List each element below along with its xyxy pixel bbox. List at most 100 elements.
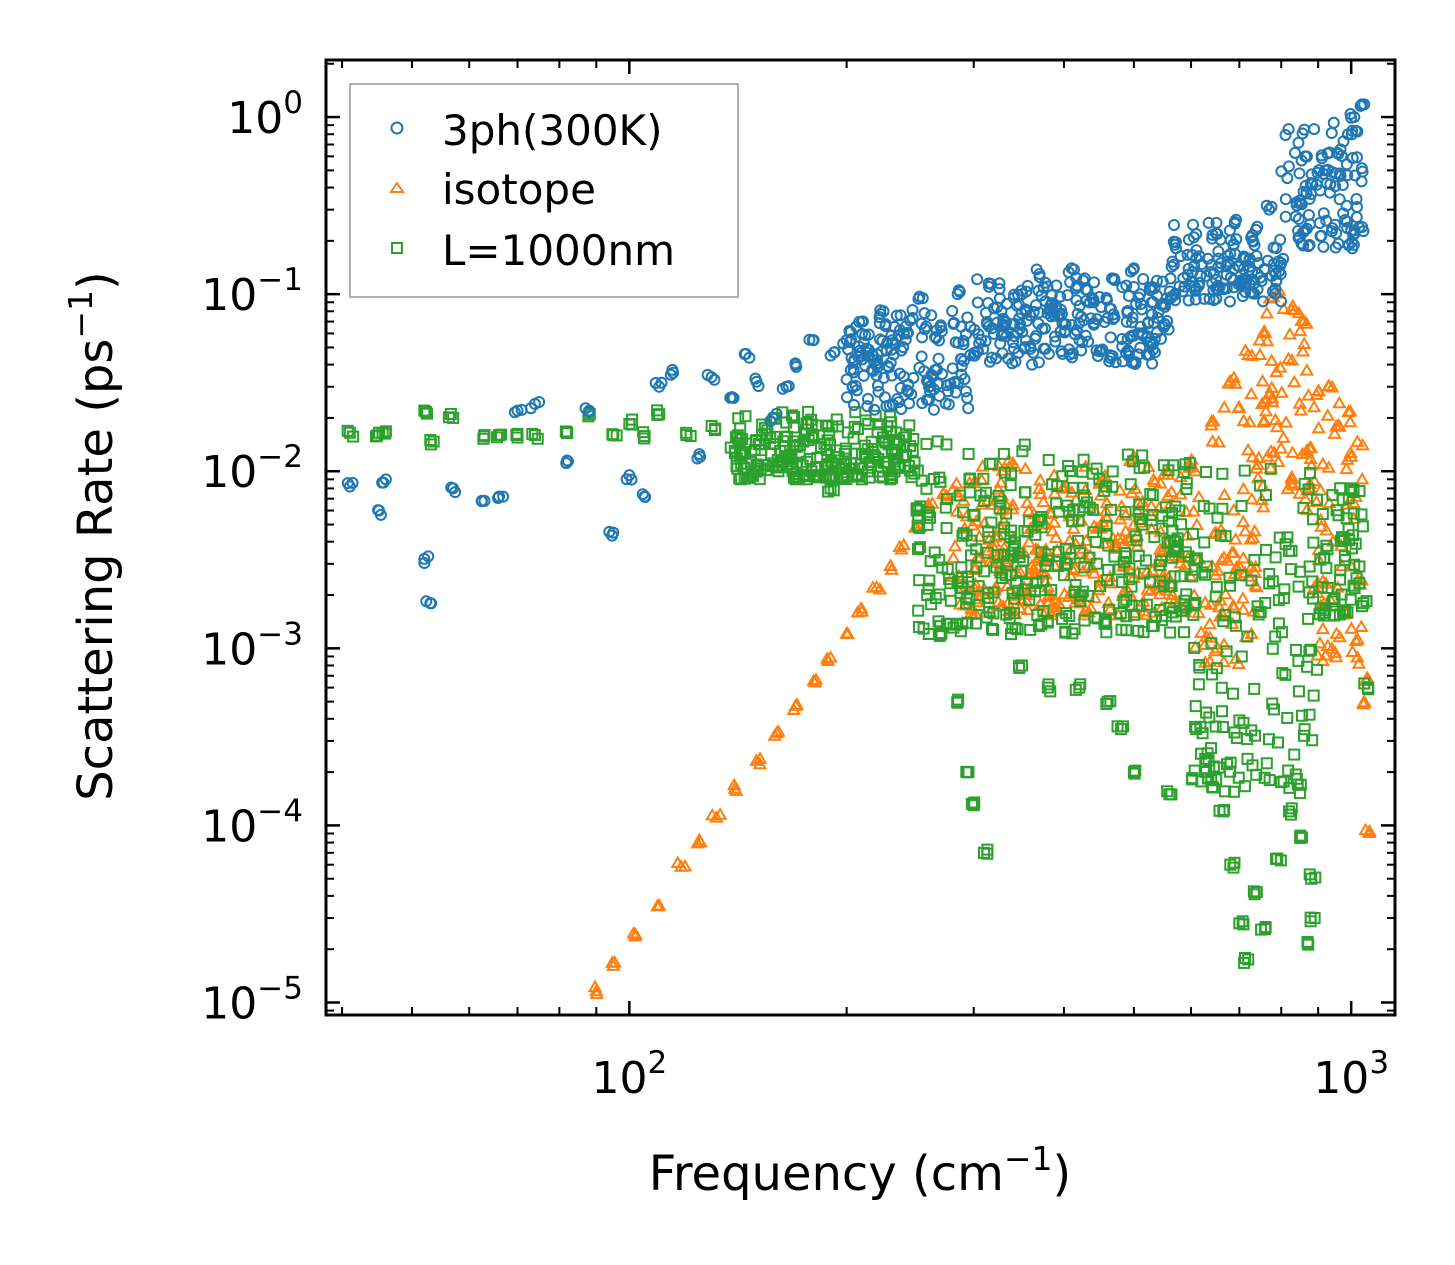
data-point: [962, 447, 975, 460]
data-point: [841, 391, 854, 404]
data-point: [906, 312, 919, 325]
data-point: [1357, 225, 1370, 238]
data-point: [997, 312, 1010, 325]
data-point: [1217, 400, 1232, 413]
data-point: [848, 353, 861, 366]
data-point: [1130, 298, 1143, 311]
data-point: [1276, 626, 1289, 639]
data-point: [1282, 805, 1295, 818]
data-point: [1325, 127, 1338, 140]
data-point: [1251, 220, 1264, 233]
y-tick-label: 10−2: [201, 439, 303, 498]
data-point: [1295, 154, 1308, 167]
data-point: [1226, 370, 1242, 383]
data-point: [709, 810, 724, 823]
data-point: [1304, 911, 1317, 924]
data-point: [973, 599, 986, 612]
data-point: [1104, 503, 1117, 516]
data-point: [1355, 162, 1368, 175]
data-point: [1186, 527, 1199, 540]
data-point: [1298, 723, 1311, 736]
data-point: [820, 443, 833, 456]
data-point: [1293, 194, 1306, 207]
data-point: [1125, 599, 1138, 612]
data-point: [884, 562, 899, 575]
data-point: [1321, 460, 1336, 473]
data-point: [1227, 687, 1240, 700]
data-point: [1326, 222, 1339, 235]
data-point: [1182, 550, 1195, 563]
data-point: [1100, 527, 1113, 540]
legend-marker-triangle: [389, 181, 405, 193]
data-point: [1125, 316, 1138, 329]
data-point: [1189, 517, 1205, 531]
data-point: [1336, 493, 1349, 506]
data-point: [1015, 565, 1028, 578]
data-point: [1217, 487, 1232, 501]
data-point: [1033, 306, 1046, 319]
data-point: [855, 346, 868, 359]
data-point: [1304, 915, 1317, 928]
data-point: [1182, 233, 1195, 246]
data-point: [1106, 465, 1119, 478]
data-point: [1166, 551, 1179, 564]
data-point: [1012, 346, 1025, 359]
data-point: [1329, 218, 1342, 231]
data-point: [1334, 482, 1347, 495]
data-point: [1060, 607, 1073, 620]
data-point: [1347, 579, 1360, 592]
data-point: [1328, 609, 1341, 622]
data-point: [1047, 604, 1063, 617]
data-point: [1216, 637, 1232, 650]
data-point: [878, 391, 891, 404]
data-point: [908, 456, 921, 469]
data-point: [1086, 519, 1102, 532]
data-point: [1111, 720, 1124, 733]
data-point: [953, 489, 966, 502]
data-point: [1301, 660, 1314, 673]
data-point: [1137, 626, 1150, 639]
data-point: [772, 465, 785, 478]
x-axis-label-sup: −1: [1004, 1139, 1053, 1178]
data-point: [894, 309, 907, 322]
data-point: [637, 426, 650, 439]
data-point: [1265, 269, 1278, 282]
data-point: [973, 337, 986, 350]
data-point: [1147, 337, 1160, 350]
data-point: [1033, 513, 1046, 526]
data-point: [1162, 464, 1175, 477]
data-point: [899, 333, 912, 346]
data-point: [1211, 227, 1224, 240]
data-point: [1140, 348, 1153, 361]
data-point: [1168, 218, 1181, 231]
data-point: [1069, 683, 1082, 696]
data-point: [1205, 434, 1220, 447]
series-circle: [341, 98, 1371, 610]
data-point: [1035, 546, 1048, 559]
data-point: [1295, 709, 1308, 722]
data-point: [1317, 240, 1330, 253]
data-point: [1067, 503, 1080, 516]
data-point: [1258, 391, 1274, 405]
data-point: [1116, 355, 1129, 368]
data-point: [1282, 326, 1298, 340]
data-point: [1249, 579, 1264, 593]
data-point: [1177, 465, 1190, 478]
data-point: [1152, 542, 1168, 555]
data-point: [772, 459, 785, 472]
data-point: [1018, 461, 1033, 475]
data-point: [870, 369, 883, 382]
data-point: [1313, 217, 1326, 230]
data-point: [1228, 532, 1243, 545]
data-point: [1299, 502, 1315, 515]
data-point: [1350, 572, 1363, 585]
data-point: [1245, 574, 1258, 587]
data-point: [1320, 408, 1335, 421]
data-point: [607, 954, 622, 968]
data-point: [802, 405, 815, 418]
data-point: [1238, 343, 1253, 356]
data-point: [1100, 697, 1113, 710]
data-point: [508, 406, 521, 419]
data-point: [1335, 588, 1348, 601]
data-point: [1020, 602, 1036, 616]
